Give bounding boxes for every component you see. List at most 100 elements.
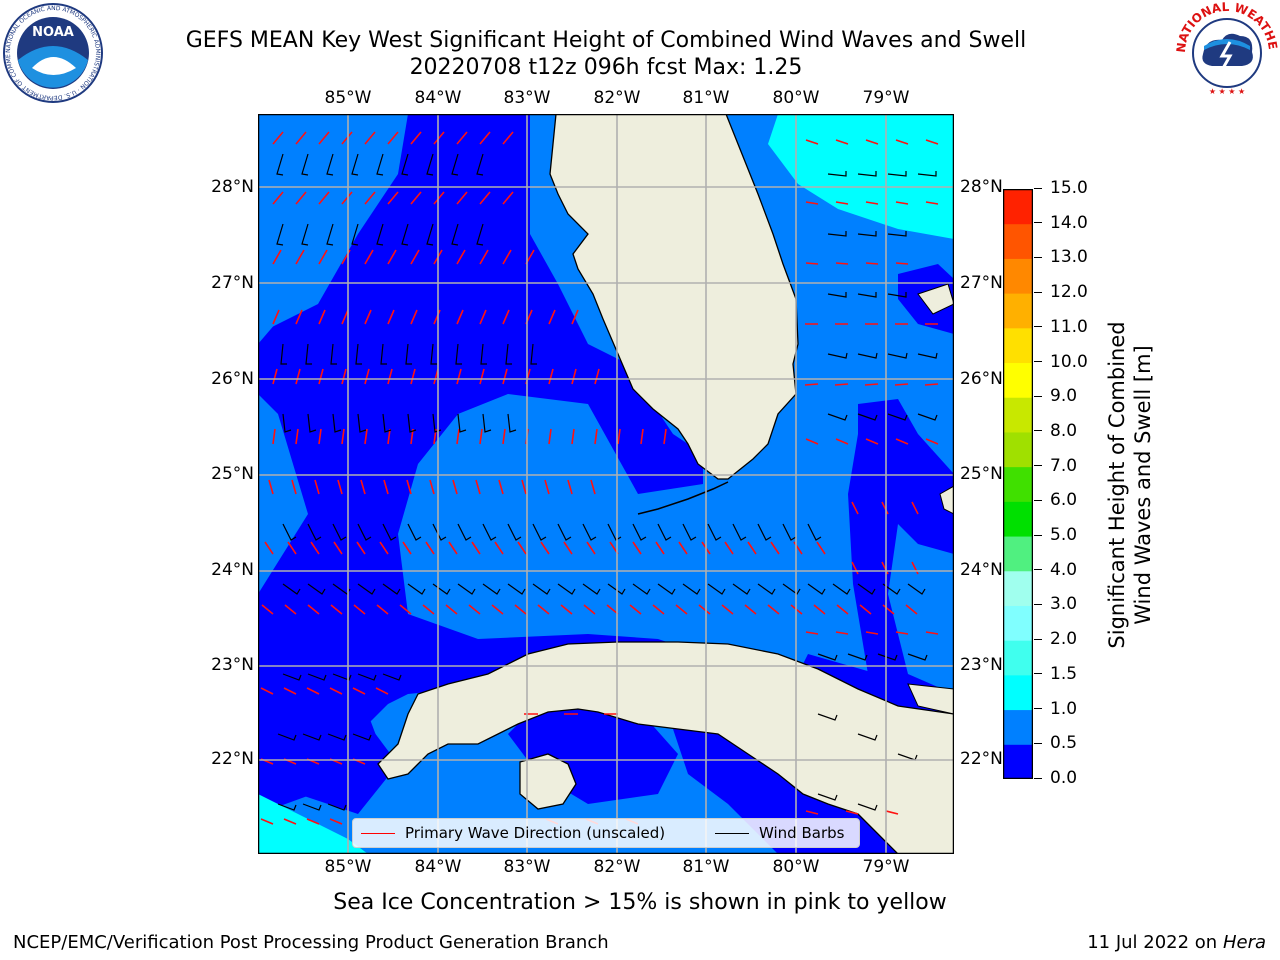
colorbar-bands bbox=[1002, 188, 1034, 780]
lon-label-bottom: 80°W bbox=[772, 857, 820, 877]
map-legend: Primary Wave Direction (unscaled) Wind B… bbox=[352, 818, 860, 848]
land-isla-juventud bbox=[519, 753, 577, 810]
wave-height-map bbox=[258, 114, 954, 854]
colorbar-band bbox=[1003, 397, 1033, 433]
map-title: GEFS MEAN Key West Significant Height of… bbox=[185, 28, 1027, 53]
wave-field-00-05 bbox=[848, 399, 954, 734]
colorbar-tick-label: 9.0 bbox=[1034, 386, 1077, 406]
lat-label-right: 23°N bbox=[960, 655, 1003, 675]
colorbar-band bbox=[1003, 640, 1033, 676]
lon-label-top: 83°W bbox=[503, 88, 551, 108]
footer-date-text: 11 Jul 2022 on bbox=[1087, 932, 1223, 953]
legend-wave-swatch bbox=[361, 833, 395, 834]
wave-field-10-15 bbox=[258, 794, 368, 854]
legend-wind-swatch bbox=[715, 833, 749, 834]
land-florida bbox=[549, 114, 799, 480]
colorbar-band bbox=[1003, 431, 1033, 468]
legend-item-wind: Wind Barbs bbox=[715, 824, 844, 842]
footer-date: 11 Jul 2022 on Hera bbox=[1087, 932, 1266, 953]
lat-label-left: 27°N bbox=[211, 273, 254, 293]
colorbar-label: Significant Height of Combined Wind Wave… bbox=[1104, 321, 1156, 648]
lon-label-top: 84°W bbox=[414, 88, 462, 108]
legend-item-wave: Primary Wave Direction (unscaled) bbox=[361, 824, 665, 842]
colorbar-band bbox=[1003, 293, 1033, 329]
colorbar-band bbox=[1003, 258, 1033, 294]
lat-label-right: 24°N bbox=[960, 560, 1003, 580]
colorbar-band bbox=[1003, 223, 1033, 259]
colorbar-tick-label: 1.0 bbox=[1034, 699, 1077, 719]
map-frame bbox=[258, 114, 954, 854]
lon-label-top: 82°W bbox=[593, 88, 641, 108]
colorbar-tick-label: 10.0 bbox=[1034, 352, 1088, 372]
colorbar-tick-label: 13.0 bbox=[1034, 247, 1088, 267]
colorbar-frame bbox=[1002, 188, 1034, 780]
lon-label-bottom: 82°W bbox=[593, 857, 641, 877]
lon-label-bottom: 85°W bbox=[324, 857, 372, 877]
colorbar-band bbox=[1003, 674, 1033, 711]
colorbar-tick-label: 11.0 bbox=[1034, 317, 1088, 337]
lat-label-left: 26°N bbox=[211, 369, 254, 389]
colorbar-tick-label: 0.5 bbox=[1034, 733, 1077, 753]
lon-label-top: 80°W bbox=[772, 88, 820, 108]
lon-label-bottom: 83°W bbox=[503, 857, 551, 877]
lon-label-top: 79°W bbox=[862, 88, 910, 108]
wave-field-10-15 bbox=[768, 114, 954, 239]
legend-wave-label: Primary Wave Direction (unscaled) bbox=[405, 824, 666, 842]
colorbar-tick-label: 7.0 bbox=[1034, 456, 1077, 476]
nws-logo: NATIONAL WEATHER SERVICE ★ ★ ★ ★ bbox=[1171, 0, 1280, 104]
lon-label-bottom: 81°W bbox=[682, 857, 730, 877]
noaa-logo-text: NOAA bbox=[32, 25, 74, 40]
colorbar-label-line2: Wind Waves and Swell [m] bbox=[1131, 345, 1155, 625]
lon-label-bottom: 79°W bbox=[862, 857, 910, 877]
colorbar-tick-label: 5.0 bbox=[1034, 525, 1077, 545]
lon-label-top: 81°W bbox=[682, 88, 730, 108]
footer-org: NCEP/EMC/Verification Post Processing Pr… bbox=[13, 932, 609, 953]
colorbar-band bbox=[1003, 744, 1033, 780]
colorbar-tick-label: 12.0 bbox=[1034, 282, 1088, 302]
land-bahamas bbox=[939, 485, 954, 515]
legend-wind-label: Wind Barbs bbox=[759, 824, 845, 842]
colorbar-band bbox=[1003, 189, 1033, 225]
footer-machine: Hera bbox=[1222, 932, 1266, 953]
colorbar-band bbox=[1003, 605, 1033, 641]
map-subtitle: 20220708 t12z 096h fcst Max: 1.25 bbox=[409, 55, 803, 80]
colorbar-band bbox=[1003, 709, 1033, 745]
sea-ice-note: Sea Ice Concentration > 15% is shown in … bbox=[333, 890, 947, 915]
land-florida-keys bbox=[637, 481, 729, 515]
wave-field-00-05 bbox=[258, 604, 408, 814]
colorbar-band bbox=[1003, 327, 1033, 364]
land-bahamas bbox=[907, 683, 954, 715]
colorbar-tick-label: 15.0 bbox=[1034, 178, 1088, 198]
colorbar-tick-label: 8.0 bbox=[1034, 421, 1077, 441]
colorbar-tick-label: 2.0 bbox=[1034, 629, 1077, 649]
colorbar-band bbox=[1003, 536, 1033, 572]
colorbar-ticks: 0.0 0.5 1.0 1.5 2.0 3.0 4.0 5.0 6.0 7.0 8.0 9.0 10.0… bbox=[1034, 178, 1104, 788]
map-gridlines bbox=[258, 114, 954, 854]
colorbar-band bbox=[1003, 501, 1033, 537]
colorbar bbox=[1002, 188, 1034, 780]
lat-label-left: 22°N bbox=[211, 749, 254, 769]
lon-label-bottom: 84°W bbox=[414, 857, 462, 877]
colorbar-tick-label: 1.5 bbox=[1034, 664, 1077, 684]
wave-field-00-05 bbox=[258, 114, 703, 814]
colorbar-band bbox=[1003, 466, 1033, 502]
colorbar-tick-label: 4.0 bbox=[1034, 560, 1077, 580]
colorbar-tick-label: 0.0 bbox=[1034, 768, 1077, 788]
lat-label-left: 25°N bbox=[211, 464, 254, 484]
lat-label-left: 24°N bbox=[211, 560, 254, 580]
land-cuba bbox=[377, 641, 954, 854]
colorbar-tick-label: 6.0 bbox=[1034, 490, 1077, 510]
colorbar-band bbox=[1003, 362, 1033, 398]
noaa-logo: NOAA NATIONAL OCEANIC AND ATMOSPHERIC AD… bbox=[0, 0, 104, 104]
wave-direction-arrows bbox=[260, 131, 939, 825]
svg-text:★ ★ ★ ★: ★ ★ ★ ★ bbox=[1209, 87, 1245, 96]
colorbar-label-line1: Significant Height of Combined bbox=[1105, 321, 1129, 649]
lat-label-right: 22°N bbox=[960, 749, 1003, 769]
lat-label-left: 23°N bbox=[211, 655, 254, 675]
wind-barbs bbox=[276, 153, 938, 811]
land-bahamas bbox=[917, 283, 954, 315]
lat-label-right: 28°N bbox=[960, 177, 1003, 197]
colorbar-band bbox=[1003, 570, 1033, 606]
lat-label-right: 26°N bbox=[960, 369, 1003, 389]
lat-label-right: 27°N bbox=[960, 273, 1003, 293]
